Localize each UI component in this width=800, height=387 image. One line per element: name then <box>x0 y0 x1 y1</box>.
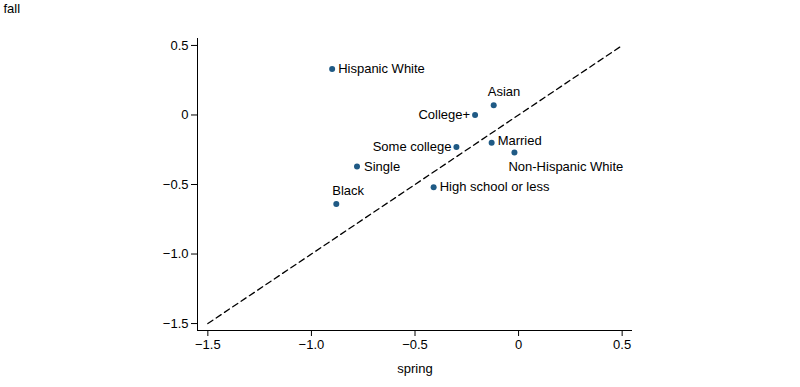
svg-text:0: 0 <box>515 337 522 352</box>
svg-text:Hispanic White: Hispanic White <box>338 61 425 76</box>
svg-text:−0.5: −0.5 <box>402 337 428 352</box>
svg-text:Married: Married <box>498 133 542 148</box>
svg-text:−0.5: −0.5 <box>163 177 189 192</box>
svg-text:spring: spring <box>397 361 432 376</box>
svg-text:Some college: Some college <box>373 139 452 154</box>
svg-text:−1.5: −1.5 <box>195 337 221 352</box>
svg-text:High school or less: High school or less <box>440 179 550 194</box>
svg-text:0.5: 0.5 <box>170 38 188 53</box>
svg-text:Black: Black <box>332 183 364 198</box>
svg-text:Non-Hispanic White: Non-Hispanic White <box>508 159 623 174</box>
svg-text:Asian: Asian <box>488 84 521 99</box>
svg-text:fall: fall <box>4 1 21 16</box>
svg-text:College+: College+ <box>418 107 470 122</box>
svg-text:Single: Single <box>364 159 400 174</box>
svg-text:0: 0 <box>181 107 188 122</box>
svg-text:0.5: 0.5 <box>613 337 631 352</box>
svg-text:−1.5: −1.5 <box>163 316 189 331</box>
svg-text:−1.0: −1.0 <box>163 246 189 261</box>
svg-text:−1.0: −1.0 <box>299 337 325 352</box>
